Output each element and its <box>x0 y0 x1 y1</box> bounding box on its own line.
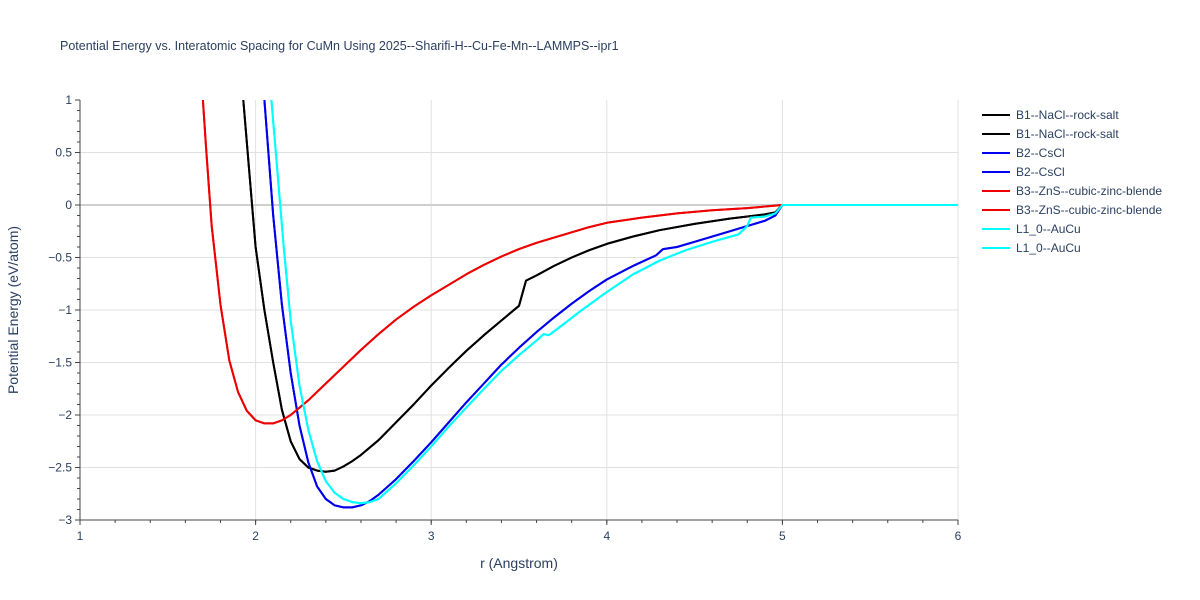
legend-item: B1--NaCl--rock-salt <box>982 108 1119 122</box>
y-tick-label: −2 <box>58 408 72 422</box>
legend-label: L1_0--AuCu <box>1016 241 1081 255</box>
legend-label: L1_0--AuCu <box>1016 222 1081 236</box>
y-tick-label: −0.5 <box>48 251 72 265</box>
legend-label: B2--CsCl <box>1016 165 1065 179</box>
x-axis-ticks: 1 2 3 4 5 6 <box>77 520 962 543</box>
legend-label: B3--ZnS--cubic-zinc-blende <box>1016 203 1162 217</box>
y-tick-label: 0 <box>65 198 72 212</box>
chart-title: Potential Energy vs. Interatomic Spacing… <box>60 39 619 53</box>
legend-label: B2--CsCl <box>1016 146 1065 160</box>
legend-item: B3--ZnS--cubic-zinc-blende <box>982 203 1162 217</box>
x-tick-label: 5 <box>779 529 786 543</box>
y-tick-label: −3 <box>58 513 72 527</box>
x-tick-label: 3 <box>428 529 435 543</box>
y-tick-label: 1 <box>65 93 72 107</box>
y-axis-ticks: 1 0.5 0 −0.5 −1 −1.5 −2 −2.5 −3 <box>48 93 80 527</box>
legend-item: B1--NaCl--rock-salt <box>982 127 1119 141</box>
series-line-l1-0-aucu <box>270 100 958 505</box>
y-tick-label: 0.5 <box>55 146 72 160</box>
y-tick-label: −1.5 <box>48 356 72 370</box>
legend-item: B2--CsCl <box>982 165 1065 179</box>
y-tick-label: −2.5 <box>48 461 72 475</box>
series-line-b1-nacl-rock-salt <box>242 100 958 473</box>
legend-item: L1_0--AuCu <box>982 222 1081 236</box>
legend-label: B3--ZnS--cubic-zinc-blende <box>1016 184 1162 198</box>
x-axis-title: r (Angstrom) <box>480 555 558 571</box>
series-line-b3-zns-cubic-zinc-blende <box>201 100 958 425</box>
series-layer <box>201 100 958 509</box>
series-line-b2-cscl <box>263 100 958 509</box>
legend: B1--NaCl--rock-salt B1--NaCl--rock-salt B2… <box>982 108 1162 255</box>
x-tick-label: 6 <box>955 529 962 543</box>
legend-item: B2--CsCl <box>982 146 1065 160</box>
legend-label: B1--NaCl--rock-salt <box>1016 127 1119 141</box>
x-tick-label: 2 <box>252 529 259 543</box>
legend-item: L1_0--AuCu <box>982 241 1081 255</box>
x-tick-label: 4 <box>603 529 610 543</box>
legend-label: B1--NaCl--rock-salt <box>1016 108 1119 122</box>
y-axis-title: Potential Energy (eV/atom) <box>5 226 21 394</box>
grid-lines <box>80 100 959 520</box>
x-tick-label: 1 <box>77 529 84 543</box>
y-tick-label: −1 <box>58 303 72 317</box>
legend-item: B3--ZnS--cubic-zinc-blende <box>982 184 1162 198</box>
